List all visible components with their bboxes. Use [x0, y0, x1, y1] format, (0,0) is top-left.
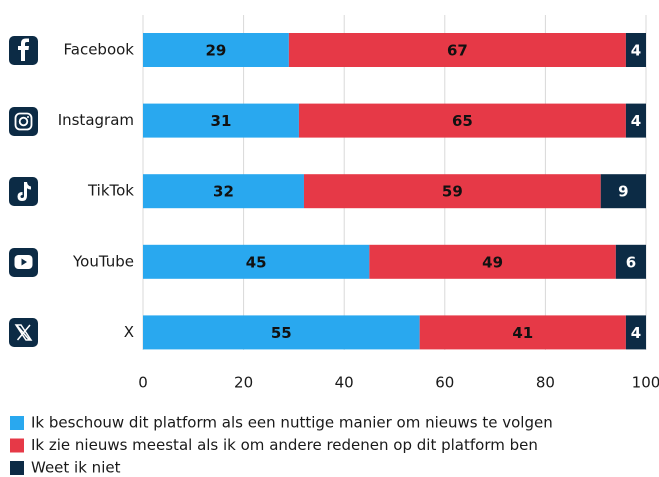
data-label: 41: [512, 324, 533, 342]
legend-swatch: [10, 438, 24, 453]
bar-segment: [419, 315, 626, 350]
data-label: 45: [246, 253, 267, 271]
data-label: 4: [631, 42, 641, 60]
data-label: 59: [442, 183, 463, 201]
category-label: Instagram: [58, 111, 134, 129]
x-tick-label: 40: [335, 374, 354, 392]
bar-segment: [625, 103, 646, 138]
bar-segment: [625, 33, 646, 67]
data-label: 9: [618, 183, 628, 201]
data-label: 6: [626, 253, 636, 271]
legend-swatch: [10, 461, 24, 475]
data-label: 55: [271, 324, 292, 342]
category-label: Facebook: [64, 41, 135, 59]
bar-segment: [600, 174, 646, 209]
legend-label: Ik zie nieuws meestal als ik om andere r…: [31, 436, 538, 454]
category-label: TikTok: [87, 182, 134, 200]
bar-segment: [143, 33, 289, 67]
bar-segment: [298, 103, 626, 138]
x-tick-label: 100: [632, 374, 659, 392]
data-label: 49: [482, 253, 503, 271]
x-tick-label: 20: [234, 374, 253, 392]
legend-label: Weet ik niet: [31, 459, 121, 477]
data-label: 29: [205, 42, 226, 60]
tiktok-icon: [9, 177, 38, 206]
data-label: 32: [213, 183, 234, 201]
data-label: 4: [631, 324, 641, 342]
x-tick-label: 0: [138, 374, 148, 392]
category-label: X: [124, 323, 134, 341]
x-tick-label: 80: [536, 374, 555, 392]
bar-segment: [615, 244, 646, 279]
category-label: YouTube: [72, 252, 134, 270]
data-label: 31: [211, 112, 232, 130]
bar-segment: [143, 315, 420, 350]
bar-segment: [143, 103, 299, 138]
data-label: 65: [452, 112, 473, 130]
bar-segment: [143, 174, 304, 209]
legend-swatch: [10, 416, 24, 430]
x-tick-label: 60: [435, 374, 454, 392]
bar-segment: [625, 315, 646, 350]
data-label: 67: [447, 42, 468, 60]
bar-segment: [143, 244, 370, 279]
instagram-icon: [9, 107, 38, 136]
bar-segment: [288, 33, 626, 67]
data-label: 4: [631, 112, 641, 130]
legend-label: Ik beschouw dit platform als een nuttige…: [31, 414, 553, 432]
platform-icons: [9, 36, 38, 347]
bar-segment: [369, 244, 616, 279]
bar-segment: [303, 174, 601, 209]
